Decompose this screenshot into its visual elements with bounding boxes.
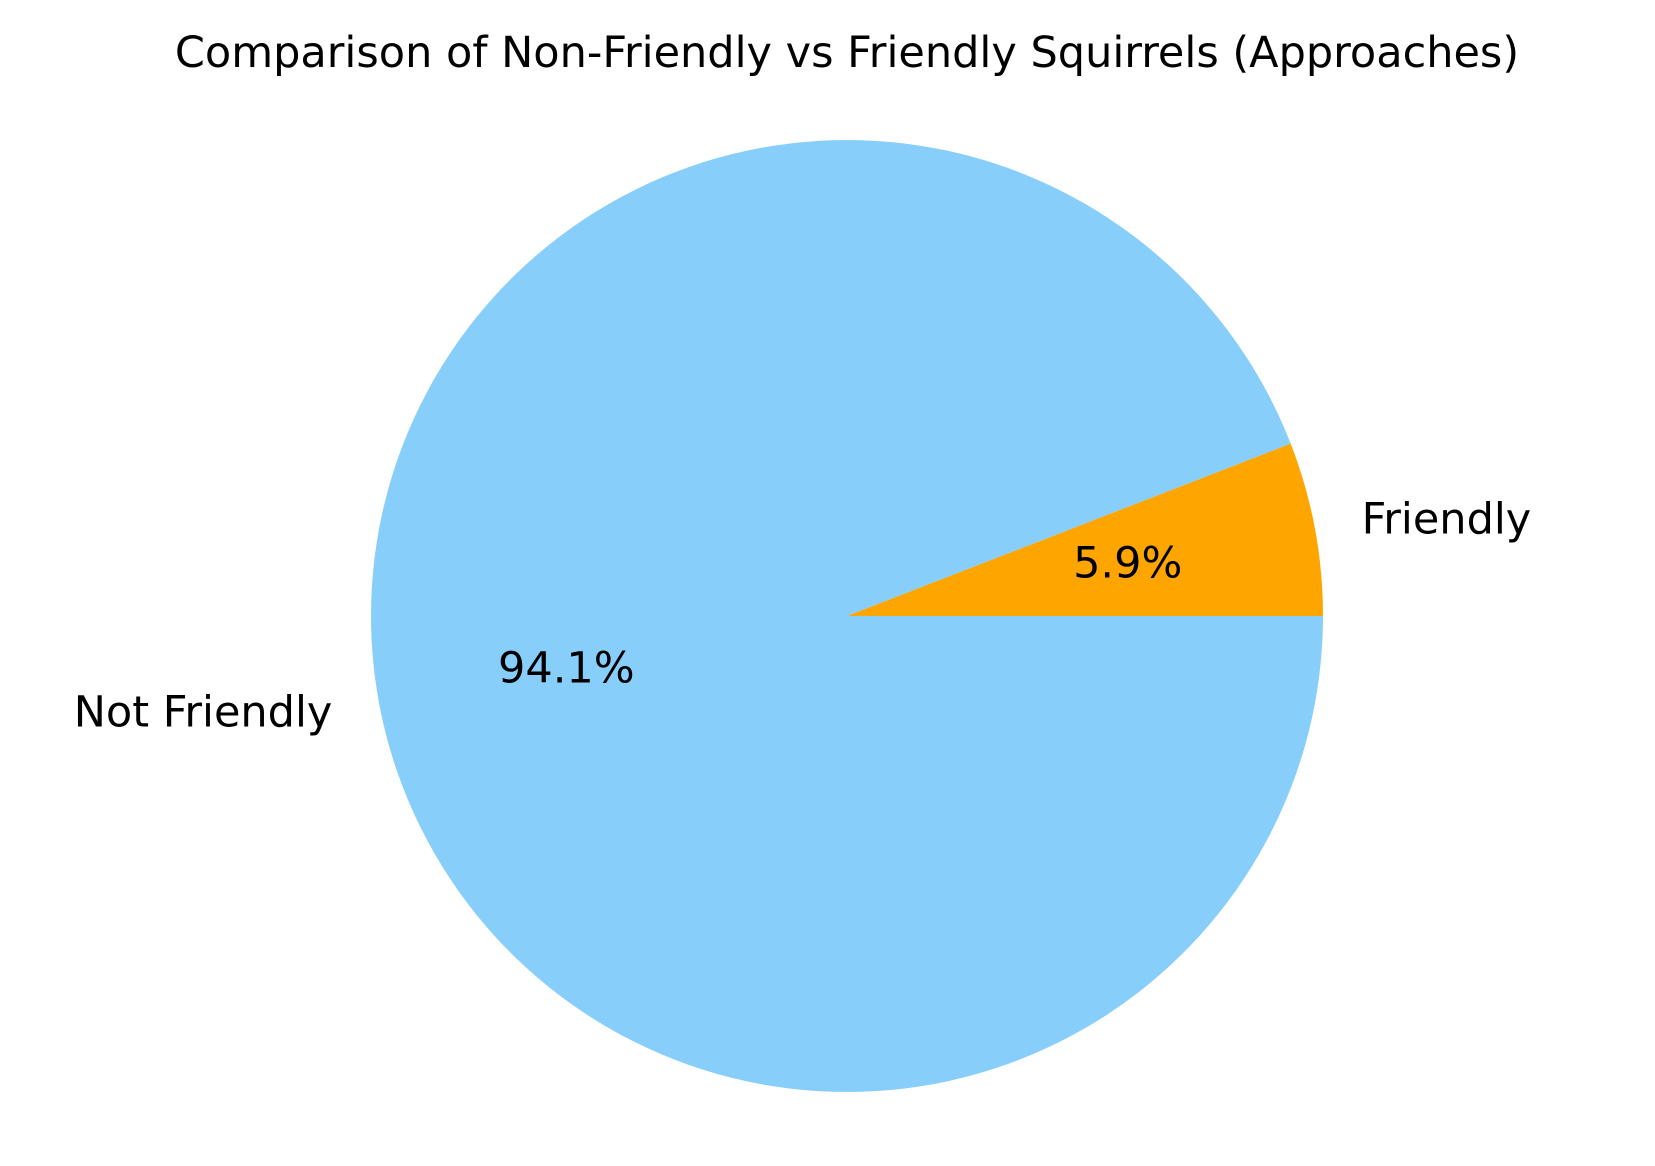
pct-label-friendly: 5.9% bbox=[1073, 538, 1182, 588]
pie-slice-not-friendly bbox=[371, 139, 1324, 1092]
pie-slices bbox=[371, 139, 1324, 1092]
pie-slice-friendly bbox=[847, 443, 1323, 616]
slice-label-not-friendly: Not Friendly bbox=[74, 687, 333, 737]
pct-label-not-friendly: 94.1% bbox=[498, 644, 635, 694]
slice-label-friendly: Friendly bbox=[1362, 495, 1532, 545]
chart-title: Comparison of Non-Friendly vs Friendly S… bbox=[175, 28, 1519, 78]
pie-labels: 5.9% Friendly 94.1% Not Friendly bbox=[74, 495, 1532, 738]
